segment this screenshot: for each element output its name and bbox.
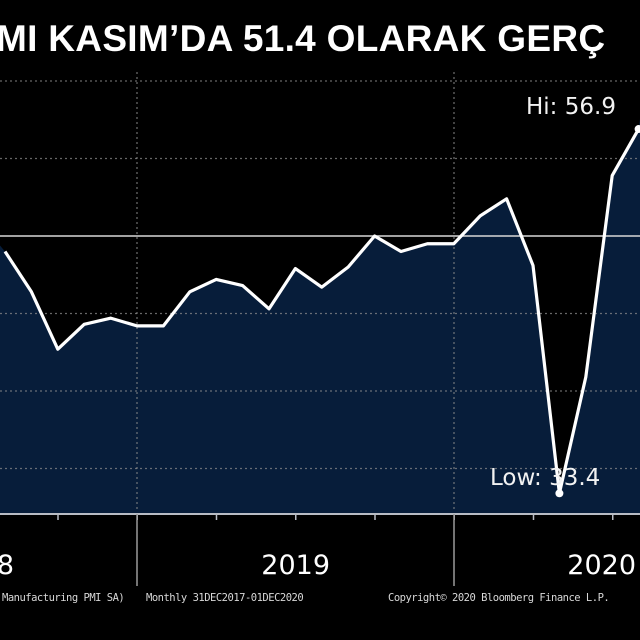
footer-series: Manufacturing PMI SA) (2, 592, 125, 604)
low-annotation: Low: 33.4 (490, 465, 601, 491)
area-fill (0, 119, 640, 515)
low-marker (555, 489, 564, 498)
footer-range: Monthly 31DEC2017-01DEC2020 (146, 592, 304, 604)
year-label-2018: 8 (0, 550, 14, 581)
year-label-2019: 2019 (261, 550, 330, 581)
year-separators (136, 514, 455, 586)
footer-copyright: Copyright© 2020 Bloomberg Finance L.P. (388, 592, 610, 604)
pmi-line (3, 128, 640, 495)
vertical-gridlines (136, 72, 455, 512)
hi-marker (634, 125, 640, 134)
chart-title: MI KASIM’DA 51.4 OLARAK GERÇ (0, 18, 606, 59)
year-label-2020: 2020 (567, 550, 636, 581)
horizontal-gridlines (0, 80, 640, 470)
hi-annotation: Hi: 56.9 (526, 94, 616, 120)
